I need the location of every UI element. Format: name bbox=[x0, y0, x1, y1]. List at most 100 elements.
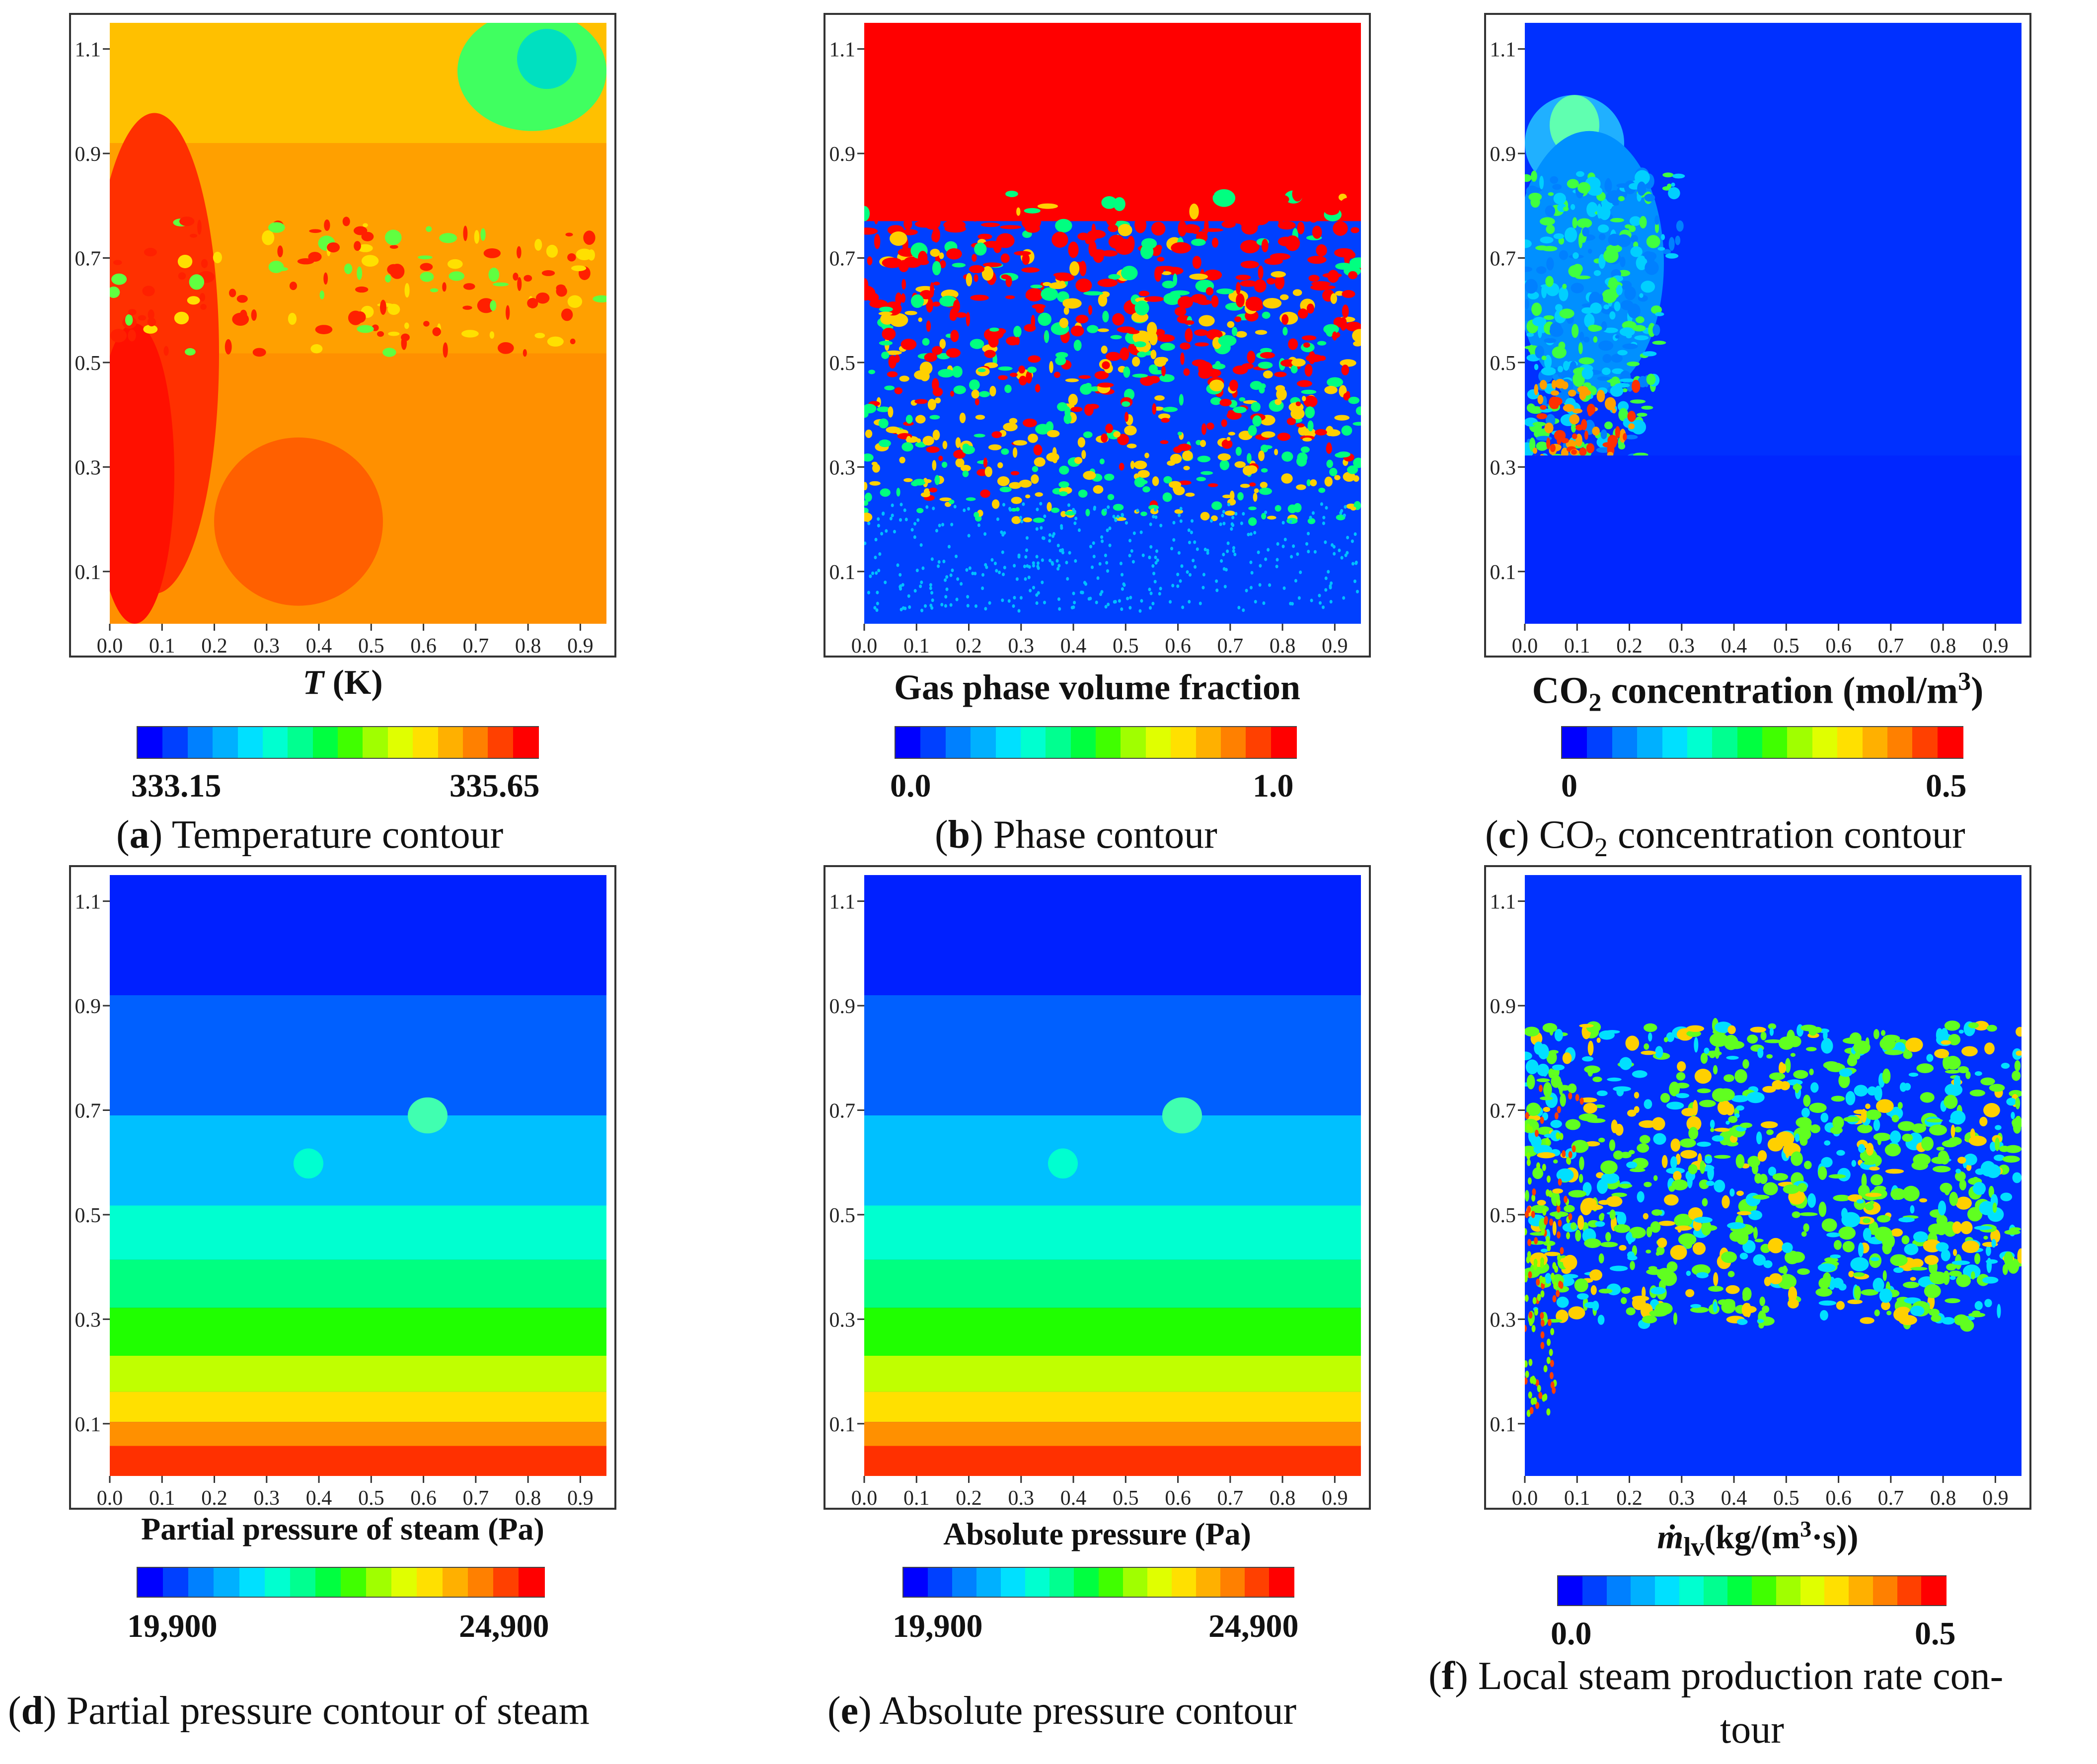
bubble bbox=[1124, 412, 1129, 422]
co2-pocket bbox=[1628, 303, 1641, 318]
colorbar-f bbox=[1557, 1575, 1947, 1606]
caption-c: (c) CO2 concentration contour bbox=[1485, 813, 1965, 862]
wall-rate bbox=[1534, 1237, 1538, 1245]
small-bubble bbox=[1259, 564, 1262, 568]
evap-zone bbox=[1874, 1226, 1892, 1242]
small-bubble bbox=[1249, 560, 1253, 564]
evap-zone bbox=[1583, 1102, 1597, 1114]
hot-spot bbox=[361, 255, 379, 267]
co2-pocket bbox=[1662, 186, 1671, 191]
colorbar-segment bbox=[896, 727, 921, 758]
evap-zone bbox=[1952, 1221, 1962, 1234]
bubble bbox=[1201, 228, 1223, 232]
small-bubble bbox=[955, 554, 958, 558]
hot-spot bbox=[556, 286, 567, 297]
evap-zone bbox=[1723, 1034, 1738, 1050]
small-bubble bbox=[1017, 555, 1021, 559]
small-bubble bbox=[1194, 565, 1197, 569]
bubble bbox=[1283, 238, 1300, 247]
evap-zone bbox=[1791, 1151, 1803, 1166]
bubble bbox=[1316, 244, 1327, 257]
co2-pocket bbox=[1672, 173, 1685, 179]
bubble bbox=[981, 266, 994, 281]
xlabel-f-symbol: ṁ bbox=[1657, 1518, 1684, 1556]
co2-pocket bbox=[1526, 332, 1534, 337]
bubble bbox=[920, 492, 930, 498]
co2-pocket bbox=[1531, 302, 1542, 316]
small-bubble bbox=[925, 505, 929, 509]
small-bubble bbox=[945, 575, 949, 579]
small-bubble bbox=[920, 580, 923, 585]
co2-pocket bbox=[1545, 276, 1554, 287]
co2-pocket bbox=[1550, 176, 1559, 184]
evap-zone bbox=[1807, 1193, 1816, 1208]
wall-rate bbox=[1539, 1275, 1543, 1283]
evap-zone bbox=[1902, 1185, 1920, 1201]
small-bubble bbox=[974, 572, 977, 576]
small-bubble bbox=[1036, 564, 1040, 569]
bubble bbox=[1179, 394, 1184, 406]
evap-zone bbox=[1781, 1063, 1787, 1073]
bubble bbox=[1180, 342, 1191, 350]
evap-zone bbox=[2011, 1111, 2015, 1119]
colorbar-segment bbox=[187, 727, 214, 758]
co2-pocket bbox=[1655, 312, 1664, 316]
small-bubble bbox=[874, 537, 878, 542]
x-tick-label: 0.7 bbox=[463, 635, 489, 658]
evap-zone bbox=[1668, 1185, 1675, 1192]
evap-zone bbox=[2006, 1098, 2017, 1106]
co2-pocket bbox=[1639, 293, 1644, 298]
colorbar-segment bbox=[1025, 1568, 1050, 1597]
co2-pocket bbox=[1525, 266, 1533, 272]
evap-zone bbox=[1551, 1075, 1562, 1088]
y-tick-label: 0.9 bbox=[75, 995, 101, 1018]
evap-zone bbox=[2004, 1251, 2013, 1266]
hot-spot bbox=[513, 272, 519, 281]
hot-spot bbox=[178, 272, 186, 280]
small-bubble bbox=[1353, 579, 1356, 584]
bubble bbox=[1177, 443, 1192, 451]
bubble bbox=[1133, 460, 1147, 469]
evap-zone bbox=[1916, 1063, 1934, 1073]
evap-zone bbox=[1938, 1200, 1947, 1216]
hot-spot bbox=[189, 233, 198, 238]
x-tick-label: 0.9 bbox=[1982, 1487, 2009, 1510]
x-tick-label: 0.1 bbox=[149, 1487, 175, 1510]
bubble bbox=[1004, 384, 1012, 393]
bubble bbox=[1013, 440, 1028, 446]
bubble bbox=[1053, 272, 1071, 278]
evap-zone bbox=[1860, 1317, 1874, 1324]
small-bubble bbox=[937, 560, 941, 564]
bubble bbox=[1258, 265, 1264, 280]
colorbar-segment bbox=[513, 727, 539, 758]
bubble bbox=[1345, 209, 1361, 221]
bubble bbox=[903, 218, 912, 230]
small-bubble bbox=[1067, 503, 1070, 507]
contour-field bbox=[110, 875, 606, 1476]
contour-svg-f: 0.0 0.1 0.2 0.3 0.4 0.5 0.6 0.7 0.8 0.90.10.30.50… bbox=[1490, 875, 2022, 1510]
evap-zone bbox=[1660, 1093, 1670, 1103]
contour-band bbox=[864, 1205, 1361, 1260]
bubble bbox=[1037, 203, 1058, 209]
x-tick-label: 0.8 bbox=[515, 635, 541, 658]
bubble bbox=[1219, 398, 1232, 407]
evap-zone bbox=[1986, 1259, 1998, 1264]
small-bubble bbox=[1177, 551, 1181, 555]
evap-zone bbox=[1971, 1271, 1975, 1280]
contour-field bbox=[1525, 875, 2022, 1476]
evap-zone bbox=[1896, 1307, 1910, 1314]
bubble bbox=[878, 440, 891, 447]
co2-pocket bbox=[1646, 286, 1653, 292]
hot-spot bbox=[570, 338, 576, 345]
evap-zone bbox=[1873, 1029, 1879, 1039]
bubble bbox=[1277, 433, 1291, 441]
x-tick-label: 0.7 bbox=[1217, 1487, 1244, 1510]
bubble bbox=[1254, 279, 1267, 293]
hot-spot bbox=[490, 300, 497, 311]
evap-zone bbox=[1869, 1167, 1880, 1171]
wall-rate bbox=[1562, 1150, 1566, 1158]
small-bubble bbox=[1092, 541, 1095, 545]
bubble bbox=[949, 212, 957, 224]
bubble bbox=[1157, 257, 1165, 262]
hot-spot bbox=[401, 333, 410, 341]
